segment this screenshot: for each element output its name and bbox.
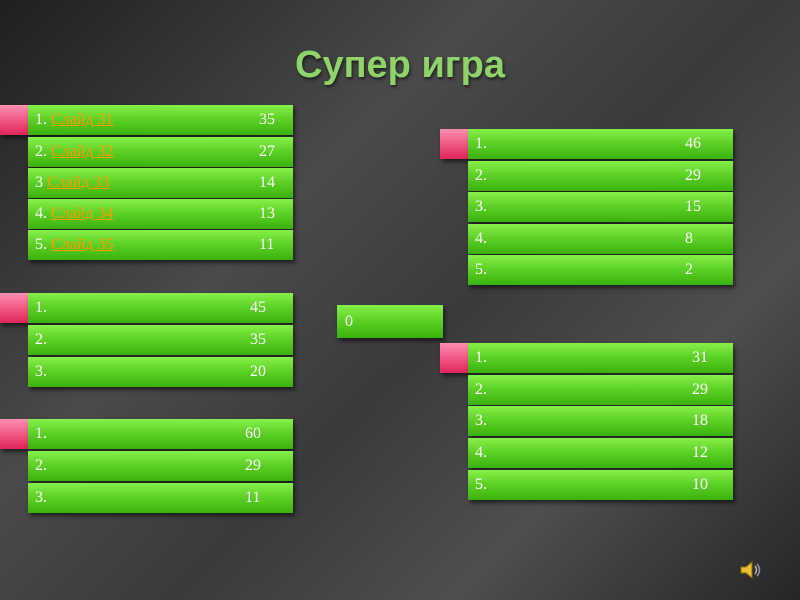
answer-score: 35 xyxy=(259,111,275,128)
answer-label: 3 Слайд 33 xyxy=(35,174,109,192)
answer-row: 4. Слайд 34 13 xyxy=(28,199,293,229)
answer-score: 29 xyxy=(685,167,701,184)
answer-label: 2. Слайд 32 xyxy=(35,143,113,161)
answer-number: 3 xyxy=(35,174,43,191)
answer-row: 5. 2 xyxy=(468,255,733,285)
answer-label: 4. Слайд 34 xyxy=(35,205,113,223)
answer-row: 1. 31 xyxy=(468,343,733,373)
group-marker xyxy=(0,105,28,135)
answer-row: 1. 60 xyxy=(28,419,293,449)
answer-score: 11 xyxy=(245,489,261,506)
answer-row: 2. 35 xyxy=(28,325,293,355)
answer-label: 3. xyxy=(475,412,487,430)
answer-score: 11 xyxy=(259,236,275,253)
answer-row: 3. 15 xyxy=(468,192,733,222)
answer-row: 2. 29 xyxy=(468,375,733,405)
answer-label: 2. xyxy=(35,331,47,349)
answer-label: 2. xyxy=(475,167,487,185)
answer-number: 2. xyxy=(35,457,47,474)
answer-number: 2. xyxy=(35,331,47,348)
answer-label: 1. xyxy=(475,349,487,367)
answer-label: 2. xyxy=(35,457,47,475)
answer-row: 5. 10 xyxy=(468,470,733,500)
answer-row: 3. 20 xyxy=(28,357,293,387)
answer-score: 31 xyxy=(692,349,708,366)
answer-score: 29 xyxy=(692,381,708,398)
answer-row: 1. 46 xyxy=(468,129,733,159)
answer-score: 18 xyxy=(692,412,708,429)
answer-row: 4. 12 xyxy=(468,438,733,468)
answer-row: 3 Слайд 33 14 xyxy=(28,168,293,198)
answer-label: 5. xyxy=(475,261,487,279)
total-score: 0 xyxy=(337,305,443,338)
answer-label: 1. xyxy=(35,299,47,317)
answer-number: 1. xyxy=(475,135,487,152)
answer-link[interactable]: Слайд 34 xyxy=(51,205,114,222)
answer-number: 1. xyxy=(35,299,47,316)
answer-number: 4. xyxy=(35,205,47,222)
answer-label: 2. xyxy=(475,381,487,399)
answer-row: 2. Слайд 32 27 xyxy=(28,137,293,167)
answer-row: 3. 11 xyxy=(28,483,293,513)
answer-label: 3. xyxy=(475,198,487,216)
answer-score: 2 xyxy=(685,261,693,278)
answer-score: 13 xyxy=(259,205,275,222)
answer-link[interactable]: Слайд 32 xyxy=(51,143,114,160)
answer-row: 4. 8 xyxy=(468,224,733,254)
answer-score: 8 xyxy=(685,230,693,247)
answer-number: 5. xyxy=(35,236,47,253)
answer-number: 1. xyxy=(35,111,47,128)
answer-link[interactable]: Слайд 33 xyxy=(47,174,110,191)
group-marker xyxy=(0,419,28,449)
answer-number: 2. xyxy=(475,167,487,184)
answer-number: 1. xyxy=(475,349,487,366)
answer-number: 4. xyxy=(475,444,487,461)
answer-label: 5. xyxy=(475,476,487,494)
answer-row: 1. 45 xyxy=(28,293,293,323)
sound-icon[interactable] xyxy=(738,558,762,582)
answer-score: 29 xyxy=(245,457,261,474)
answer-label: 5. Слайд 35 xyxy=(35,236,113,254)
answer-number: 3. xyxy=(475,412,487,429)
answer-number: 3. xyxy=(35,363,47,380)
answer-label: 3. xyxy=(35,363,47,381)
answer-score: 10 xyxy=(692,476,708,493)
answer-label: 1. xyxy=(35,425,47,443)
answer-score: 35 xyxy=(250,331,266,348)
answer-number: 1. xyxy=(35,425,47,442)
answer-score: 14 xyxy=(259,174,275,191)
title: Супер игра xyxy=(295,44,505,86)
group-marker xyxy=(440,129,468,159)
answer-row: 1. Слайд 31 35 xyxy=(28,105,293,135)
answer-row: 2. 29 xyxy=(28,451,293,481)
answer-row: 2. 29 xyxy=(468,161,733,191)
answer-number: 2. xyxy=(35,143,47,160)
answer-row: 5. Слайд 35 11 xyxy=(28,230,293,260)
answer-number: 5. xyxy=(475,476,487,493)
answer-score: 60 xyxy=(245,425,261,442)
answer-number: 2. xyxy=(475,381,487,398)
answer-score: 15 xyxy=(685,198,701,215)
answer-label: 4. xyxy=(475,230,487,248)
answer-score: 27 xyxy=(259,143,275,160)
answer-row: 3. 18 xyxy=(468,406,733,436)
answer-label: 4. xyxy=(475,444,487,462)
answer-label: 1. xyxy=(475,135,487,153)
answer-number: 3. xyxy=(475,198,487,215)
answer-link[interactable]: Слайд 35 xyxy=(51,236,114,253)
answer-score: 45 xyxy=(250,299,266,316)
answer-score: 46 xyxy=(685,135,701,152)
answer-label: 3. xyxy=(35,489,47,507)
answer-label: 1. Слайд 31 xyxy=(35,111,113,129)
answer-score: 20 xyxy=(250,363,266,380)
answer-number: 5. xyxy=(475,261,487,278)
answer-link[interactable]: Слайд 31 xyxy=(51,111,114,128)
answer-number: 4. xyxy=(475,230,487,247)
group-marker xyxy=(440,343,468,373)
answer-score: 12 xyxy=(692,444,708,461)
group-marker xyxy=(0,293,28,323)
answer-number: 3. xyxy=(35,489,47,506)
